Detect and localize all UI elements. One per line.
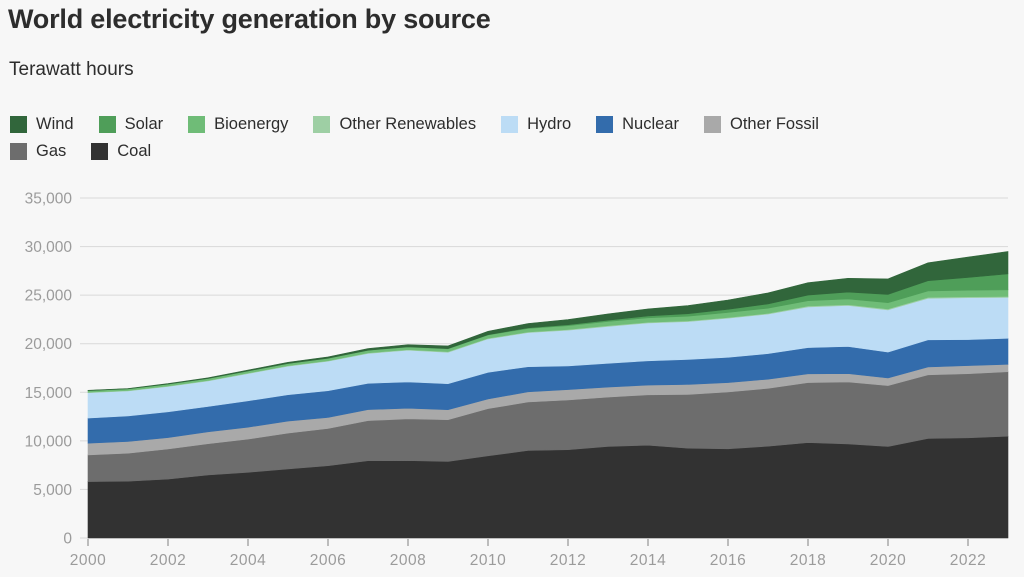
legend-label: Wind [36,115,74,133]
legend-label: Other Fossil [729,115,819,133]
y-axis-tick-label: 25,000 [25,288,73,305]
chart-title: World electricity generation by source [8,4,491,34]
other-fossil-swatch-icon [703,116,721,133]
legend-row: Gas Coal [10,138,844,165]
stacked-area-chart: 0 5,000 10,000 15,000 20,000 25,000 30,000 35,0… [25,191,1009,569]
legend-label: Bioenergy [214,115,289,133]
legend-item-gas: Gas [10,142,66,161]
legend-label: Other Renewables [339,115,477,133]
x-axis-tick-label: 2000 [70,552,106,569]
legend-label: Solar [124,115,164,133]
legend-item-bioenergy: Bioenergy [188,115,288,134]
legend-label: Gas [36,142,67,160]
x-axis-tick-label: 2008 [390,552,426,569]
nuclear-swatch-icon [596,116,614,133]
gas-swatch-icon [10,143,27,160]
other-renewables-swatch-icon [313,116,331,133]
hydro-swatch-icon [501,116,519,133]
x-axis-tick-label: 2022 [950,552,986,569]
legend-row: Wind Solar Bioenergy Other Renewables Hydro N… [10,111,844,138]
area-wind [87,251,1009,391]
legend-item-nuclear: Nuclear [596,115,679,134]
bioenergy-swatch-icon [188,116,206,133]
y-axis-tick-label: 15,000 [25,385,73,402]
legend-item-other-renewables: Other Renewables [313,115,476,134]
y-axis-tick-label: 35,000 [25,191,73,208]
coal-swatch-icon [91,143,109,160]
x-axis-tick-label: 2012 [550,552,586,569]
x-axis-tick-label: 2016 [710,552,746,569]
legend: Wind Solar Bioenergy Other Renewables Hydro N… [10,111,844,165]
y-axis-tick-label: 0 [63,531,72,548]
x-axis-tick-label: 2010 [470,552,506,569]
solar-swatch-icon [98,116,116,133]
chart-subtitle: Terawatt hours [9,59,134,80]
x-axis-tick-label: 2014 [630,552,666,569]
legend-item-wind: Wind [10,115,74,134]
x-axis-tick-label: 2006 [310,552,346,569]
legend-item-coal: Coal [91,142,151,161]
legend-label: Coal [117,142,152,160]
y-axis-tick-label: 20,000 [25,336,73,353]
x-axis-tick-label: 2018 [790,552,826,569]
legend-label: Nuclear [622,115,679,133]
y-axis-tick-label: 5,000 [33,482,72,499]
legend-label: Hydro [527,115,572,133]
legend-item-hydro: Hydro [501,115,571,134]
y-axis-tick-label: 10,000 [25,433,73,450]
legend-item-solar: Solar [98,115,164,134]
wind-swatch-icon [10,116,27,133]
y-axis-tick-label: 30,000 [25,239,73,256]
x-axis-tick-label: 2020 [870,552,906,569]
x-axis-tick-label: 2002 [150,552,186,569]
x-axis-tick-label: 2004 [230,552,266,569]
legend-item-other-fossil: Other Fossil [703,115,819,134]
